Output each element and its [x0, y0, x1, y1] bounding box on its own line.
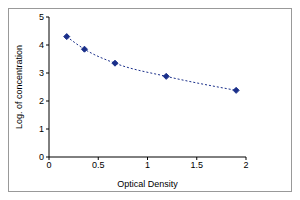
- svg-text:3: 3: [39, 68, 44, 78]
- svg-text:4: 4: [39, 40, 44, 50]
- svg-text:1: 1: [145, 160, 150, 170]
- svg-text:0: 0: [39, 152, 44, 162]
- svg-text:Log. of concentration: Log. of concentration: [14, 45, 24, 129]
- svg-text:0.5: 0.5: [92, 160, 105, 170]
- svg-text:2: 2: [243, 160, 248, 170]
- svg-text:0: 0: [46, 160, 51, 170]
- svg-text:1: 1: [39, 124, 44, 134]
- svg-text:5: 5: [39, 12, 44, 22]
- svg-text:1.5: 1.5: [190, 160, 203, 170]
- svg-text:2: 2: [39, 96, 44, 106]
- svg-text:Optical Density: Optical Density: [117, 179, 178, 189]
